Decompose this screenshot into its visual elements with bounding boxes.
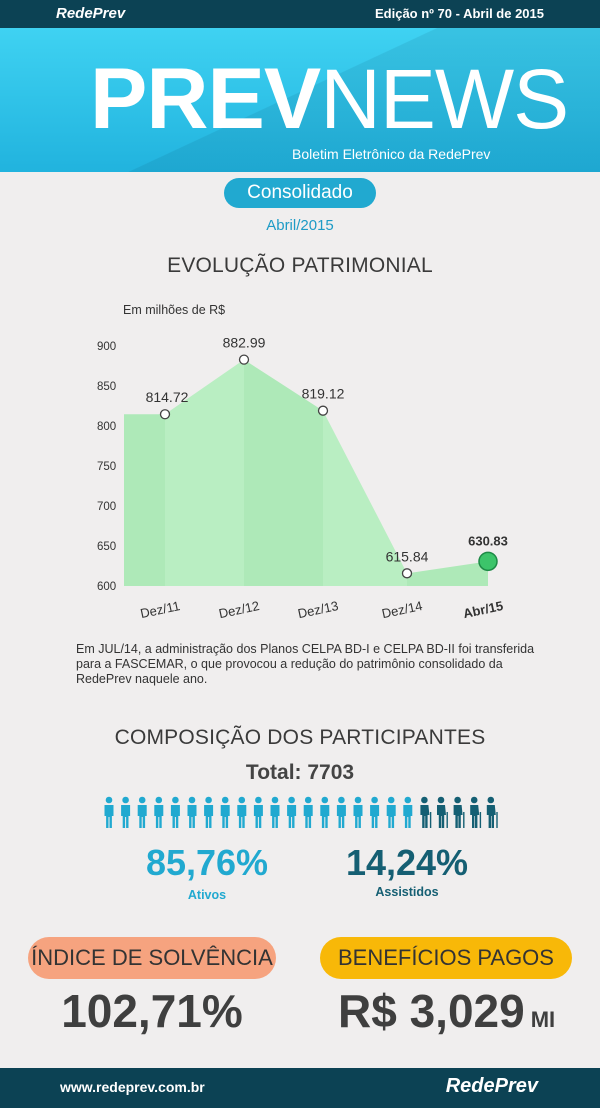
assistidos-percent: 14,24% <box>345 842 469 883</box>
people-pictogram <box>104 796 498 828</box>
solvencia-badge: ÍNDICE DE SOLVÊNCIA <box>28 937 276 979</box>
beneficios-amount: R$ 3,029 <box>338 985 525 1037</box>
person-icon-active <box>270 796 280 828</box>
person-icon-active <box>170 796 180 828</box>
brand-name: RedePrev <box>56 5 126 22</box>
footer-url[interactable]: www.redeprev.com.br <box>60 1079 205 1095</box>
person-icon-active <box>121 796 131 828</box>
area-band <box>323 410 407 586</box>
person-icon-active <box>353 796 363 828</box>
participantes-title: COMPOSIÇÃO DOS PARTICIPANTES <box>114 726 486 749</box>
x-tick-label: Dez/12 <box>217 598 260 621</box>
consolidado-badge: Consolidado <box>224 178 376 208</box>
patrimonio-chart: Em milhões de R$ 900 850 800 750 700 650 600 D… <box>97 303 508 621</box>
data-point-highlight <box>478 551 498 572</box>
person-icon-retired <box>437 796 448 828</box>
x-tick-label: Dez/11 <box>139 598 181 621</box>
person-icon-active <box>303 796 313 828</box>
x-tick-label: Abr/15 <box>462 598 505 621</box>
y-tick-label: 600 <box>97 581 116 593</box>
person-icon-active <box>320 796 330 828</box>
footer-bar: www.redeprev.com.br RedePrev <box>0 1068 600 1108</box>
data-point <box>401 568 413 579</box>
beneficios-unit: MI <box>530 1007 556 1032</box>
x-tick-label: Dez/14 <box>380 598 423 621</box>
person-icon-active <box>370 796 380 828</box>
person-icon-active <box>287 796 297 828</box>
person-icon-active <box>204 796 214 828</box>
data-value-label: 882.99 <box>223 335 266 351</box>
person-icon-active <box>104 796 114 828</box>
person-icon-active <box>154 796 164 828</box>
y-tick-label: 850 <box>97 381 116 393</box>
person-icon-active <box>336 796 346 828</box>
ativos-percent: 85,76% <box>145 842 269 883</box>
person-icon-active <box>253 796 263 828</box>
person-icon-retired <box>420 796 432 828</box>
person-icon-active <box>137 796 147 828</box>
y-tick-label: 750 <box>97 461 116 473</box>
top-bar: RedePrev Edição nº 70 - Abril de 2015 <box>0 0 600 28</box>
beneficios-badge: BENEFÍCIOS PAGOS <box>320 937 572 979</box>
x-tick-label: Dez/13 <box>296 598 339 621</box>
chart-ylabel: Em milhões de R$ <box>123 303 225 317</box>
data-point <box>238 354 250 365</box>
person-icon-retired <box>453 796 465 828</box>
data-value-label: 630.83 <box>468 533 508 548</box>
area-band <box>407 561 488 586</box>
area-band <box>165 359 244 586</box>
area-band <box>124 414 165 586</box>
chart-note: Em JUL/14, a administração dos Planos CE… <box>76 642 535 686</box>
y-tick-label: 650 <box>97 541 116 553</box>
header-banner: PREVNEWS Boletim Eletrônico da RedePrev <box>0 28 600 172</box>
person-icon-retired <box>486 796 498 828</box>
data-value-label: 615.84 <box>386 548 429 564</box>
participantes-total: Total: 7703 <box>245 761 355 784</box>
assistidos-label: Assistidos <box>375 885 439 899</box>
edition-label: Edição nº 70 - Abril de 2015 <box>375 6 544 21</box>
person-icon-active <box>386 796 396 828</box>
banner-subtitle: Boletim Eletrônico da RedePrev <box>292 146 491 162</box>
data-point <box>317 405 329 416</box>
area-band <box>244 359 323 586</box>
data-value-label: 819.12 <box>302 386 345 402</box>
prevnews-logo: PREVNEWS <box>90 51 569 147</box>
person-icon-active <box>220 796 230 828</box>
y-tick-label: 700 <box>97 501 116 513</box>
beneficios-value: R$ 3,029 MI <box>338 984 555 1038</box>
evolucao-title: EVOLUÇÃO PATRIMONIAL <box>167 254 433 277</box>
report-date: Abril/2015 <box>266 217 334 234</box>
person-icon-active <box>237 796 247 828</box>
ativos-label: Ativos <box>187 888 227 902</box>
person-icon-retired <box>470 796 482 828</box>
y-tick-label: 800 <box>97 421 116 433</box>
data-point <box>159 409 171 420</box>
person-icon-active <box>187 796 197 828</box>
y-tick-label: 900 <box>97 341 116 353</box>
person-icon-active <box>403 796 413 828</box>
data-value-label: 814.72 <box>146 389 189 405</box>
footer-brand: RedePrev <box>445 1075 538 1097</box>
solvencia-value: 102,71% <box>61 985 243 1037</box>
